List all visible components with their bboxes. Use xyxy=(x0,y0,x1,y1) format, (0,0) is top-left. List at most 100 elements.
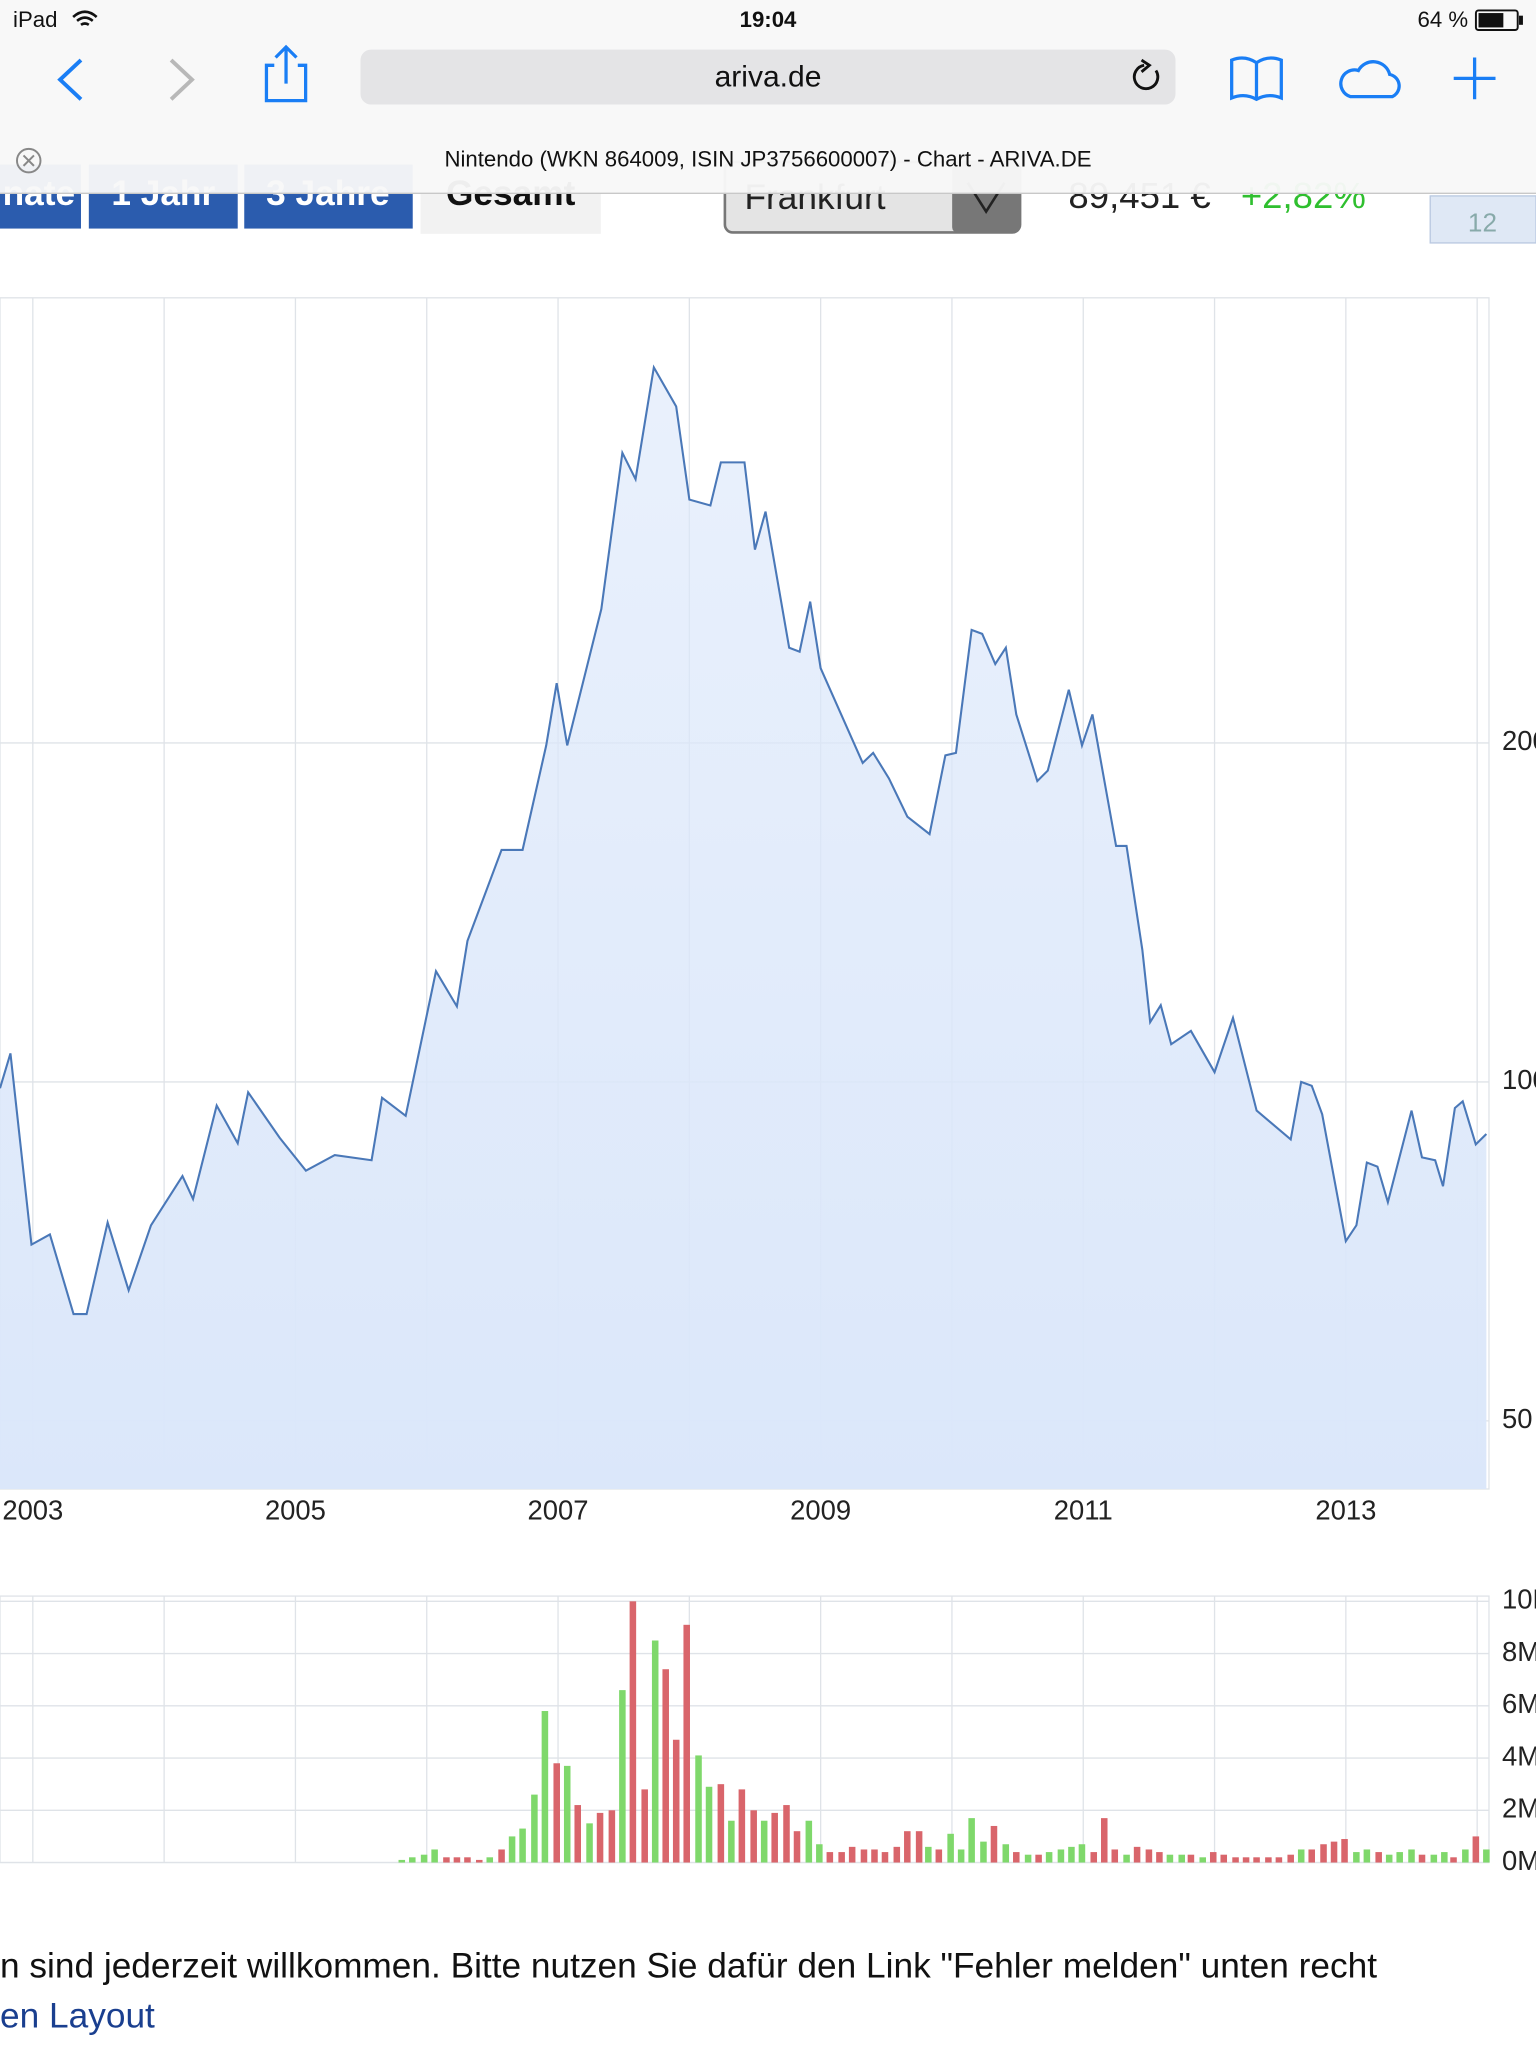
x-tick-label: 2005 xyxy=(265,1495,326,1526)
volume-bar xyxy=(771,1812,778,1863)
y-tick-label: 4M xyxy=(1502,1740,1536,1771)
volume-bar xyxy=(848,1846,856,1863)
y-tick-label: 10M xyxy=(1502,1584,1536,1615)
volume-bar xyxy=(871,1849,878,1863)
y-tick-label: 100 xyxy=(1502,1064,1536,1095)
y-tick-label: 8M xyxy=(1502,1636,1536,1667)
price-line xyxy=(0,364,1488,1316)
volume-bar xyxy=(968,1818,975,1863)
volume-bar xyxy=(519,1828,526,1863)
volume-bar xyxy=(1363,1849,1371,1863)
share-box xyxy=(264,63,308,103)
volume-bar xyxy=(1396,1852,1403,1863)
volume-bar xyxy=(980,1841,987,1863)
volume-bar xyxy=(683,1624,690,1863)
device-name: iPad xyxy=(13,7,57,32)
box-label: 12 xyxy=(1468,208,1497,238)
y-tick-label: 2M xyxy=(1502,1793,1536,1824)
volume-bar xyxy=(486,1857,494,1863)
volume-bar xyxy=(1045,1852,1053,1863)
battery-text: 64 % xyxy=(1418,7,1469,32)
volume-bar xyxy=(705,1786,713,1863)
volume-bar xyxy=(651,1640,659,1863)
area xyxy=(0,367,1487,1489)
volume-bar xyxy=(1472,1836,1480,1863)
volume-bar xyxy=(893,1846,901,1863)
volume-bar xyxy=(1375,1852,1382,1863)
y-tick-label: 6M xyxy=(1502,1688,1536,1719)
volume-bar xyxy=(925,1846,932,1863)
volume-bar xyxy=(881,1852,889,1863)
volume-bar xyxy=(816,1844,823,1863)
volume-bar xyxy=(662,1669,669,1863)
forward-button[interactable] xyxy=(169,58,195,101)
volume-bar xyxy=(420,1854,428,1863)
volume-bar xyxy=(915,1831,923,1863)
volume-bar xyxy=(750,1810,757,1863)
volume-bar xyxy=(1057,1849,1065,1863)
volume-bar xyxy=(586,1823,593,1863)
volume-bar xyxy=(553,1763,560,1863)
volume-bar xyxy=(904,1831,911,1863)
volume-bar xyxy=(1385,1854,1393,1863)
volume-bar xyxy=(1123,1854,1130,1863)
volume-bar xyxy=(1156,1852,1163,1863)
volume-bar xyxy=(431,1849,438,1863)
volume-bar xyxy=(728,1820,735,1863)
volume-bar xyxy=(717,1784,725,1863)
volume-bar xyxy=(1341,1839,1348,1863)
volume-bar xyxy=(1078,1844,1086,1863)
y-tick-label: 0M xyxy=(1502,1845,1536,1876)
volume-bar xyxy=(1187,1854,1195,1863)
back-button[interactable] xyxy=(57,58,83,101)
volume-bar xyxy=(531,1794,538,1863)
close-tab[interactable] xyxy=(15,147,42,174)
cloud-tabs-button[interactable] xyxy=(1339,60,1401,99)
y-tick-label: 50 xyxy=(1502,1403,1532,1434)
volume-bar xyxy=(793,1831,801,1863)
volume-bar xyxy=(1166,1854,1174,1863)
wifi-icon xyxy=(72,10,98,26)
volume-bar xyxy=(608,1810,616,1863)
volume-bar xyxy=(838,1852,845,1863)
x-tick-label: 2011 xyxy=(1054,1495,1113,1526)
bookmarks-button[interactable] xyxy=(1230,56,1283,102)
new-tab-button[interactable] xyxy=(1453,57,1496,100)
share-button[interactable] xyxy=(264,44,308,103)
volume-bar xyxy=(760,1820,768,1863)
volume-bar xyxy=(508,1836,516,1863)
volume-bar xyxy=(1462,1849,1469,1863)
battery-level xyxy=(1478,13,1504,28)
volume-bar xyxy=(1275,1857,1283,1863)
volume-bar xyxy=(464,1857,471,1863)
volume-bar xyxy=(1430,1854,1438,1863)
volume-bar xyxy=(1353,1852,1360,1863)
reload-button[interactable] xyxy=(1132,58,1160,91)
charts: 50 100 200 2003 2005 2007 2009 2011 2013 0M 2M 4M 6M… xyxy=(0,297,1536,1876)
battery-icon xyxy=(1474,9,1519,32)
x-tick-label: 2007 xyxy=(528,1495,589,1526)
volume-bar xyxy=(783,1805,790,1863)
volume-bar xyxy=(574,1805,581,1863)
volume-bar xyxy=(1320,1844,1327,1863)
volume-bar xyxy=(1133,1846,1141,1863)
volume-bar xyxy=(805,1820,813,1863)
volume-bar xyxy=(1199,1857,1207,1863)
url: ariva.de xyxy=(715,60,822,93)
volume-bar xyxy=(443,1857,450,1863)
volume-bar xyxy=(695,1755,702,1863)
tab-title: Nintendo (WKN 864009, ISIN JP3756600007)… xyxy=(444,147,1091,172)
volume-bar xyxy=(1408,1849,1415,1863)
volume-bar xyxy=(990,1825,998,1863)
x-tick-label: 2009 xyxy=(790,1495,851,1526)
footer-link[interactable]: en Layout xyxy=(0,1996,155,2035)
volume-bar xyxy=(629,1601,637,1863)
volume-bar xyxy=(541,1711,549,1863)
address-bar[interactable] xyxy=(360,49,1176,105)
box xyxy=(1429,195,1536,244)
volume-bar xyxy=(1024,1854,1032,1863)
volume-bar xyxy=(409,1857,416,1863)
volume-bar xyxy=(498,1849,505,1863)
volume-bar xyxy=(738,1789,746,1863)
